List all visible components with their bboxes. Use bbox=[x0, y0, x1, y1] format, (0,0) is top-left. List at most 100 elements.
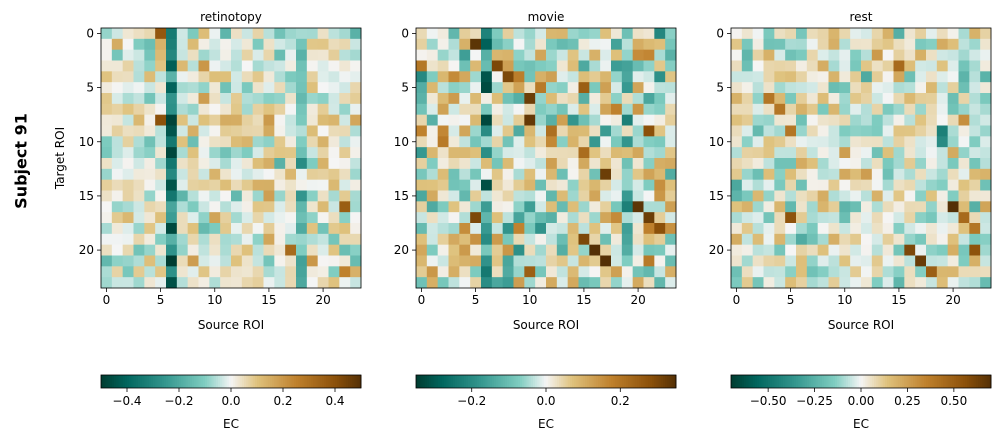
heatmap-cell bbox=[339, 93, 351, 105]
heatmap-cell bbox=[328, 158, 340, 170]
heatmap-cell bbox=[144, 233, 156, 246]
heatmap-cell bbox=[828, 212, 840, 224]
y-tick-label: 10 bbox=[394, 135, 409, 149]
heatmap-cell bbox=[980, 190, 992, 202]
heatmap-cell bbox=[513, 125, 525, 137]
heatmap-cell bbox=[263, 168, 275, 181]
heatmap-cell bbox=[296, 255, 308, 267]
colorbar-segment bbox=[763, 375, 767, 388]
heatmap-cell bbox=[893, 266, 905, 278]
colorbar-segment bbox=[770, 375, 773, 388]
heatmap-cell bbox=[524, 125, 536, 137]
heatmap-cell bbox=[871, 136, 884, 148]
heatmap-cell bbox=[317, 158, 329, 170]
heatmap-cell bbox=[209, 255, 221, 267]
colorbar-segment bbox=[233, 375, 236, 388]
heatmap-cell bbox=[306, 147, 319, 159]
heatmap-cell bbox=[861, 266, 873, 278]
heatmap-cell bbox=[252, 82, 264, 94]
heatmap-cell bbox=[806, 255, 819, 267]
heatmap-cell bbox=[763, 38, 775, 51]
heatmap-cell bbox=[654, 233, 666, 246]
heatmap-cell bbox=[611, 179, 623, 191]
heatmap-cell bbox=[144, 136, 156, 148]
heatmap-cell bbox=[589, 114, 601, 126]
heatmap-cell bbox=[166, 266, 178, 278]
heatmap-cell bbox=[796, 266, 808, 278]
colorbar-segment bbox=[274, 375, 277, 388]
heatmap-cell bbox=[947, 136, 959, 148]
heatmap-cell bbox=[296, 158, 308, 170]
heatmap-cell bbox=[556, 190, 569, 202]
heatmap-cell bbox=[535, 223, 547, 235]
heatmap-cell bbox=[567, 255, 579, 267]
heatmap-cell bbox=[806, 266, 819, 278]
heatmap-cell bbox=[339, 125, 351, 137]
heatmap-cell bbox=[643, 255, 655, 267]
heatmap-cell bbox=[339, 277, 351, 289]
heatmap-cell bbox=[578, 136, 590, 148]
heatmap-cell bbox=[621, 201, 634, 213]
heatmap-cell bbox=[535, 179, 547, 191]
heatmap-cell bbox=[448, 255, 460, 267]
colorbar-segment bbox=[539, 375, 543, 388]
heatmap-cell bbox=[643, 38, 655, 51]
heatmap-cell bbox=[328, 93, 340, 105]
heatmap-cell bbox=[524, 103, 536, 116]
heatmap-cell bbox=[133, 103, 145, 116]
heatmap-cell bbox=[426, 114, 439, 126]
colorbar-segment bbox=[487, 375, 491, 388]
heatmap-cell bbox=[166, 125, 178, 137]
heatmap-cell bbox=[621, 212, 634, 224]
heatmap-cell bbox=[144, 82, 156, 94]
heatmap-cell bbox=[101, 147, 113, 159]
heatmap-cell bbox=[122, 266, 134, 278]
heatmap-cell bbox=[263, 60, 275, 72]
colorbar-segment bbox=[332, 375, 336, 388]
colorbar-segment bbox=[772, 375, 775, 388]
heatmap-cell bbox=[665, 190, 677, 202]
heatmap-cell bbox=[752, 212, 764, 224]
heatmap-cell bbox=[220, 93, 232, 105]
heatmap-cell bbox=[828, 255, 840, 267]
heatmap-cell bbox=[133, 125, 145, 137]
heatmap-cell bbox=[589, 93, 601, 105]
heatmap-cell bbox=[502, 255, 514, 267]
heatmap-cell bbox=[513, 60, 525, 72]
heatmap-cell bbox=[958, 255, 970, 267]
heatmap-cell bbox=[589, 103, 601, 116]
heatmap-cell bbox=[176, 38, 189, 51]
colorbar-segment bbox=[189, 375, 193, 388]
heatmap-cell bbox=[241, 201, 254, 213]
heatmap-cell bbox=[209, 212, 221, 224]
heatmap-cell bbox=[817, 201, 829, 213]
heatmap-cell bbox=[176, 277, 189, 289]
heatmap-cell bbox=[915, 168, 927, 181]
heatmap-cell bbox=[817, 114, 829, 126]
colorbar-segment bbox=[272, 375, 275, 388]
heatmap-cell bbox=[806, 93, 819, 105]
colorbar-segment bbox=[967, 375, 970, 388]
heatmap-cell bbox=[926, 147, 938, 159]
heatmap-cell bbox=[111, 71, 124, 83]
heatmap-cell bbox=[915, 179, 927, 191]
heatmap-cell bbox=[546, 93, 558, 105]
heatmap-cell bbox=[459, 93, 471, 105]
colorbar-segment bbox=[517, 375, 521, 388]
heatmap-cell bbox=[752, 277, 764, 289]
heatmap-cell bbox=[839, 212, 851, 224]
heatmap-cell bbox=[252, 190, 264, 202]
heatmap-cell bbox=[339, 201, 351, 213]
heatmap-cell bbox=[882, 103, 894, 116]
heatmap-cell bbox=[947, 60, 959, 72]
colorbar-segment bbox=[124, 375, 128, 388]
heatmap-cell bbox=[567, 223, 579, 235]
heatmap-cell bbox=[871, 28, 884, 40]
heatmap-cell bbox=[241, 49, 254, 61]
heatmap-cell bbox=[426, 223, 439, 235]
heatmap-cell bbox=[643, 136, 655, 148]
heatmap-cell bbox=[556, 71, 569, 83]
heatmap-cell bbox=[328, 114, 340, 126]
heatmap-cell bbox=[882, 114, 894, 126]
heatmap-cell bbox=[850, 103, 862, 116]
